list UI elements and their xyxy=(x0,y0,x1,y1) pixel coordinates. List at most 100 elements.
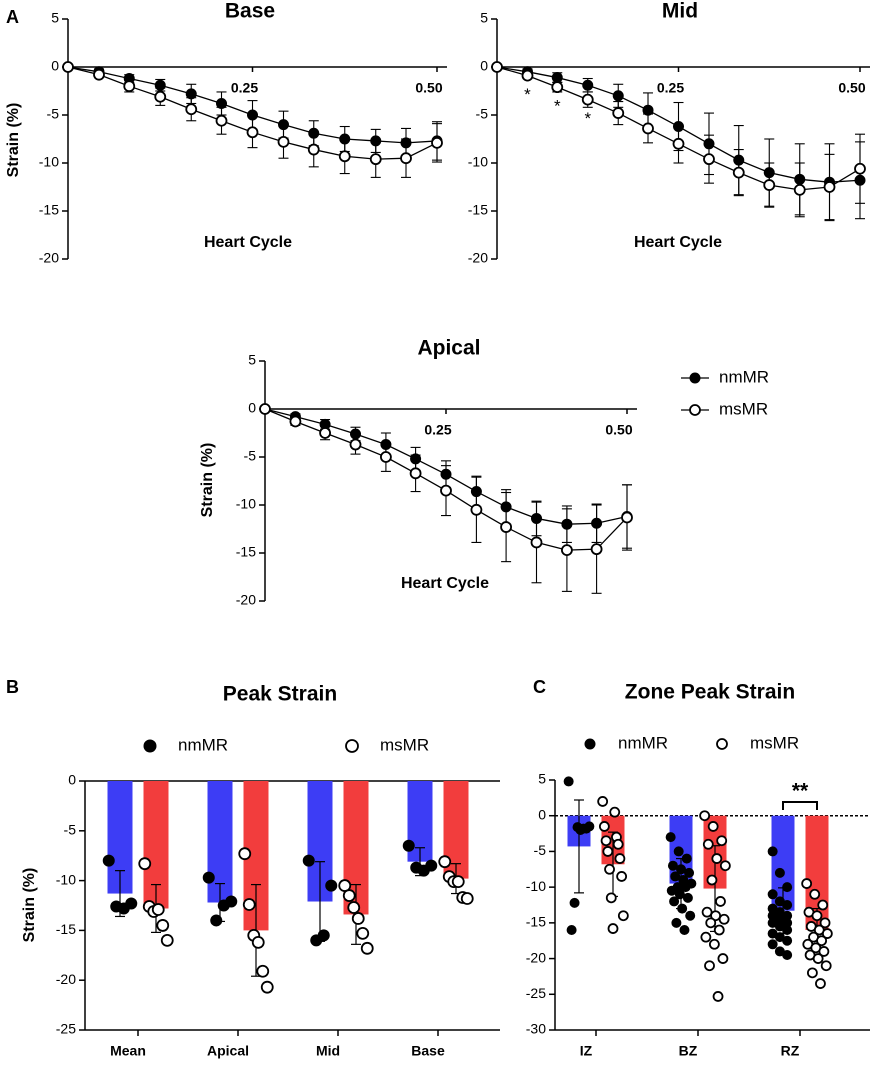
data-point xyxy=(410,453,422,465)
data-point xyxy=(682,892,693,903)
data-point xyxy=(673,121,684,133)
y-tick-label: -20 xyxy=(236,592,256,608)
data-point xyxy=(302,854,315,867)
data-point xyxy=(718,913,730,925)
data-point xyxy=(160,933,174,947)
data-point xyxy=(380,439,392,451)
data-point xyxy=(380,451,392,463)
y-tick-label: -20 xyxy=(39,250,59,266)
data-point xyxy=(715,896,726,907)
y-axis-title: Strain (%) xyxy=(21,868,38,943)
significance-mark: * xyxy=(554,97,561,116)
data-point xyxy=(763,167,775,179)
data-point xyxy=(563,776,574,787)
data-point xyxy=(470,503,483,516)
data-point xyxy=(807,967,818,979)
x-tick-label: 0.25 xyxy=(657,80,684,96)
chart-title: Peak Strain xyxy=(223,683,337,706)
data-point xyxy=(242,898,256,911)
legend-marker xyxy=(584,738,596,750)
data-point xyxy=(338,150,351,163)
data-point xyxy=(216,97,228,109)
data-point xyxy=(581,93,594,106)
data-point xyxy=(782,882,793,893)
data-point xyxy=(521,69,534,82)
data-point xyxy=(409,467,422,480)
data-point xyxy=(617,910,629,922)
data-point xyxy=(705,917,717,929)
data-point xyxy=(582,79,594,91)
data-point xyxy=(609,806,621,818)
data-point xyxy=(289,415,302,428)
data-point xyxy=(277,135,290,148)
y-tick-label: -15 xyxy=(236,544,256,560)
x-axis-title: Heart Cycle xyxy=(204,234,292,251)
data-point xyxy=(308,127,320,139)
data-point xyxy=(202,871,215,884)
y-tick-label: -10 xyxy=(56,871,76,887)
data-point xyxy=(854,162,866,175)
data-point xyxy=(733,154,745,166)
data-point xyxy=(310,934,323,947)
data-point xyxy=(642,104,654,116)
data-point xyxy=(102,854,115,867)
data-point xyxy=(530,536,543,549)
data-point xyxy=(500,501,512,513)
data-point xyxy=(782,935,793,946)
y-tick-label: -5 xyxy=(47,106,60,122)
data-point xyxy=(821,928,833,939)
legend-marker xyxy=(143,739,157,753)
data-point xyxy=(251,935,265,949)
data-point xyxy=(93,68,105,81)
y-tick-label: -5 xyxy=(476,106,489,122)
data-point xyxy=(440,484,452,497)
data-point xyxy=(410,861,423,874)
y-tick-label: 0 xyxy=(480,58,488,74)
y-tick-label: -15 xyxy=(526,914,546,930)
x-tick-label: BZ xyxy=(679,1043,698,1059)
y-tick-label: 0 xyxy=(51,58,59,74)
data-point xyxy=(669,896,680,907)
x-axis-title: Heart Cycle xyxy=(634,234,722,251)
y-tick-label: -25 xyxy=(526,985,546,1001)
data-point xyxy=(708,938,720,950)
data-point xyxy=(154,90,167,103)
data-point xyxy=(351,912,365,925)
data-point xyxy=(360,941,374,955)
data-point xyxy=(138,857,152,871)
y-tick-label: -20 xyxy=(468,250,488,266)
data-point xyxy=(602,846,614,857)
chart-title: Base xyxy=(225,0,275,23)
data-point xyxy=(598,821,610,832)
data-point xyxy=(347,901,361,914)
data-point xyxy=(438,855,452,869)
data-point xyxy=(703,153,715,166)
data-point xyxy=(672,137,685,150)
data-point xyxy=(782,900,793,910)
data-point xyxy=(307,143,320,156)
data-point xyxy=(716,835,728,847)
data-point xyxy=(612,107,625,119)
data-point xyxy=(782,950,793,960)
data-point xyxy=(782,925,793,935)
data-point xyxy=(325,879,338,892)
y-tick-label: -20 xyxy=(56,971,76,987)
data-point xyxy=(677,903,688,914)
y-tick-label: 5 xyxy=(51,10,59,26)
data-point xyxy=(767,939,778,950)
y-tick-label: -10 xyxy=(39,154,59,170)
data-point xyxy=(600,835,612,847)
data-point xyxy=(123,80,136,93)
data-point xyxy=(823,181,836,193)
data-point xyxy=(238,847,252,861)
data-point xyxy=(854,174,866,186)
data-point xyxy=(210,914,223,927)
x-tick-label: Mean xyxy=(110,1043,146,1059)
data-point xyxy=(671,917,682,928)
data-point xyxy=(699,810,711,822)
legend-label: msMR xyxy=(750,733,799,752)
y-tick-label: -5 xyxy=(534,842,547,858)
chart-title: Zone Peak Strain xyxy=(625,681,795,704)
y-axis-title: Strain (%) xyxy=(5,103,22,178)
data-point xyxy=(597,796,609,807)
